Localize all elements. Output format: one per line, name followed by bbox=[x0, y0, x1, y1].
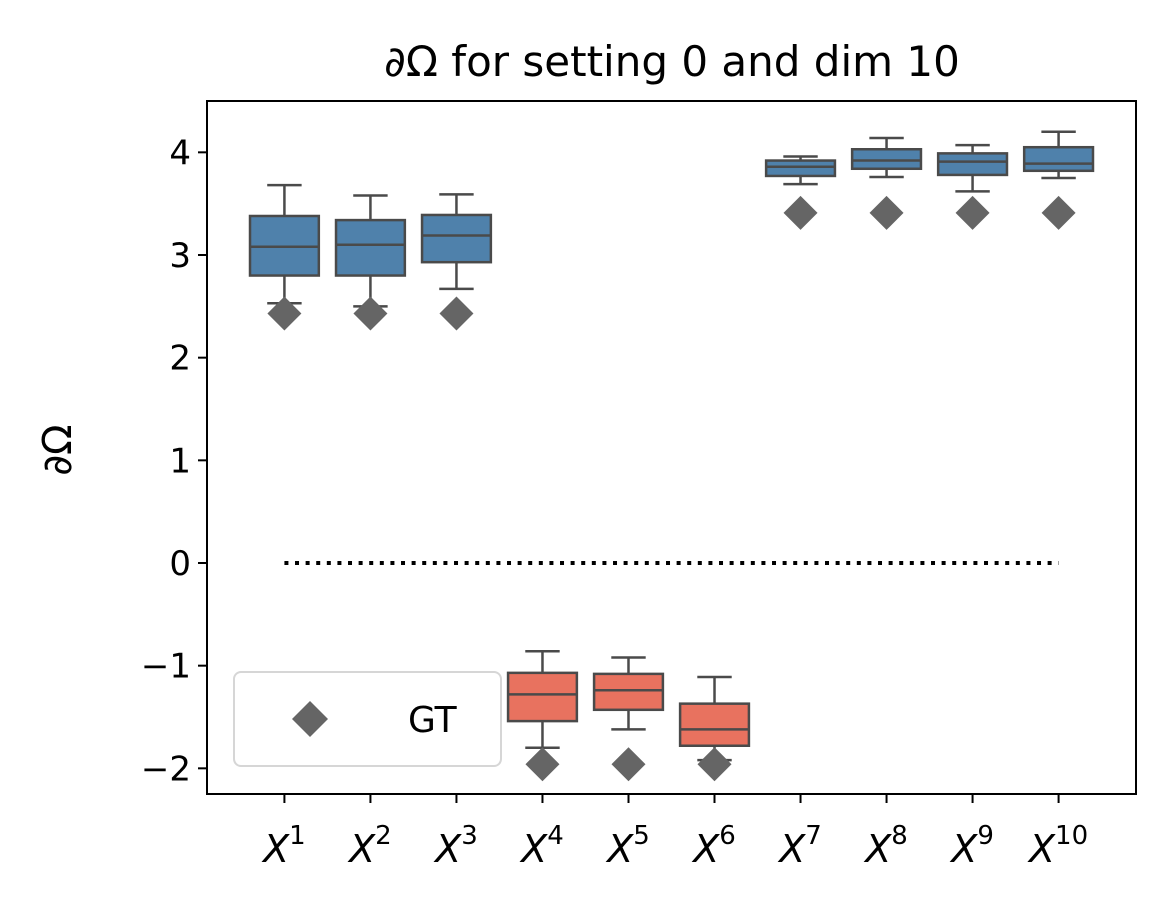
axes-frame bbox=[206, 100, 1137, 795]
x-tick-label: X10 bbox=[1027, 821, 1088, 871]
x-tick-label: X2 bbox=[347, 821, 392, 871]
legend-box bbox=[233, 671, 502, 767]
y-tick-label: −2 bbox=[141, 749, 191, 789]
gt-diamond-marker bbox=[525, 747, 560, 782]
box-iqr bbox=[506, 671, 579, 723]
y-tick-label: −1 bbox=[141, 647, 191, 687]
box-iqr bbox=[334, 218, 407, 277]
x-tick-label: X9 bbox=[949, 821, 994, 871]
legend: GT bbox=[233, 671, 502, 767]
gt-diamond-marker bbox=[869, 195, 904, 230]
gt-diamond-marker bbox=[783, 195, 818, 230]
gt-diamond-marker bbox=[267, 296, 302, 331]
plot-area: −2 −1 0 1 2 3 4 X1 X2 X3 X4 X5 X6 X7 X8 X9 X10 bbox=[141, 130, 1095, 871]
x-tick-label: X1 bbox=[261, 821, 306, 871]
box-iqr bbox=[678, 702, 751, 747]
gt-diamond-marker bbox=[611, 747, 646, 782]
gt-diamond-marker bbox=[1041, 195, 1076, 230]
gt-diamond-marker bbox=[439, 296, 474, 331]
x-tick-label: X5 bbox=[605, 821, 650, 871]
box-iqr bbox=[936, 152, 1009, 177]
y-axis-label: ∂Ω bbox=[35, 424, 81, 475]
x-tick-label: X7 bbox=[777, 821, 822, 871]
x-tick-label: X3 bbox=[433, 821, 478, 871]
box-iqr bbox=[850, 148, 923, 171]
x-tick-label: X8 bbox=[863, 821, 908, 871]
y-tick-label: 0 bbox=[169, 544, 191, 584]
y-tick-label: 4 bbox=[169, 133, 191, 173]
x-tick-label: X4 bbox=[519, 821, 564, 871]
box-iqr bbox=[1022, 145, 1095, 173]
box-iqr bbox=[420, 213, 493, 264]
gt-diamond-marker bbox=[955, 195, 990, 230]
chart-title: ∂Ω for setting 0 and dim 10 bbox=[384, 37, 960, 86]
x-tick-label: X6 bbox=[691, 821, 736, 871]
y-tick-label: 3 bbox=[169, 236, 191, 276]
y-tick-label: 2 bbox=[169, 339, 191, 379]
legend-label-gt: GT bbox=[408, 700, 458, 741]
gt-diamond-marker bbox=[697, 747, 732, 782]
y-tick-label: 1 bbox=[169, 441, 191, 481]
box-iqr bbox=[764, 159, 837, 178]
gt-diamond-marker bbox=[353, 296, 388, 331]
box-iqr bbox=[592, 672, 665, 712]
legend-diamond-icon bbox=[292, 701, 328, 737]
